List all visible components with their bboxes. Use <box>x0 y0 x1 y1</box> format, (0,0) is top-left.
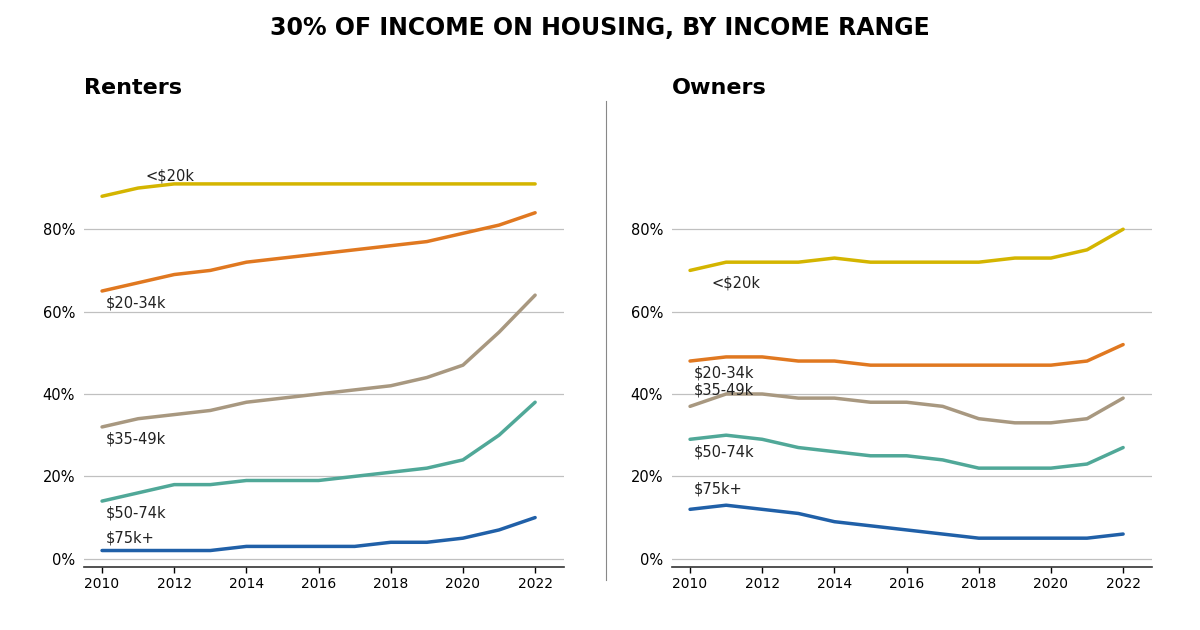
Text: $75k+: $75k+ <box>106 530 155 546</box>
Text: $50-74k: $50-74k <box>694 444 755 459</box>
Text: $50-74k: $50-74k <box>106 506 167 521</box>
Text: Renters: Renters <box>84 77 182 98</box>
Text: 30% OF INCOME ON HOUSING, BY INCOME RANGE: 30% OF INCOME ON HOUSING, BY INCOME RANG… <box>270 16 930 40</box>
Text: <$20k: <$20k <box>712 275 761 290</box>
Text: $35-49k: $35-49k <box>106 432 166 447</box>
Text: $35-49k: $35-49k <box>694 382 754 398</box>
Text: $20-34k: $20-34k <box>694 366 754 381</box>
Text: Owners: Owners <box>672 77 767 98</box>
Text: $20-34k: $20-34k <box>106 296 166 311</box>
Text: <$20k: <$20k <box>145 168 194 183</box>
Text: $75k+: $75k+ <box>694 481 743 496</box>
